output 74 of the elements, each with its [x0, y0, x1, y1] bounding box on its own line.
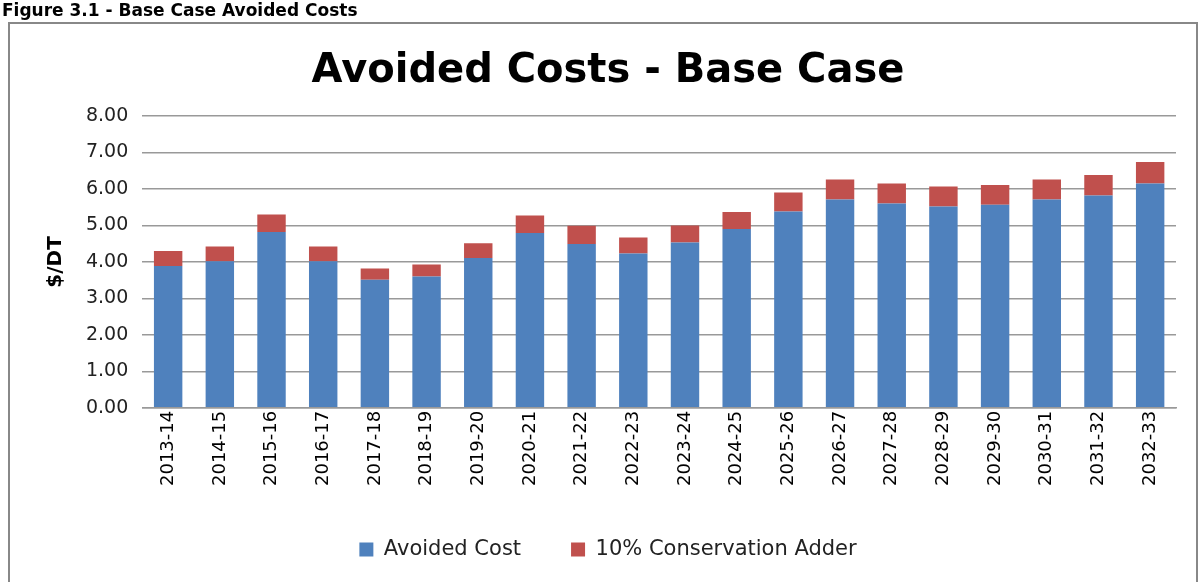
bar: [360, 268, 390, 280]
x-tick-label: 2027-28: [879, 410, 901, 487]
bar: [308, 261, 338, 408]
x-tick-label: 2024-25: [724, 410, 746, 487]
bar: [929, 186, 958, 207]
x-tick-label: 2017-18: [362, 410, 384, 487]
bar: [825, 179, 855, 200]
bar: [567, 225, 596, 245]
bar: [722, 211, 751, 230]
x-tick-label: 2021-22: [569, 410, 591, 487]
bar: [1084, 195, 1113, 408]
bar: [619, 237, 648, 254]
bar: [877, 183, 906, 204]
bar: [980, 184, 1010, 205]
bar: [205, 261, 235, 408]
bar: [515, 215, 545, 234]
x-tick-label: 2013-14: [155, 410, 177, 487]
bar: [464, 257, 493, 408]
bar: [980, 204, 1010, 408]
bar: [1032, 199, 1061, 408]
y-tick-label: 3.00: [85, 285, 129, 308]
y-tick-label: 8.00: [85, 102, 129, 125]
x-tick-label: 2014-15: [207, 410, 229, 487]
y-tick-label: 6.00: [85, 175, 129, 198]
y-axis-title: $/DT: [42, 235, 67, 288]
bar: [774, 211, 803, 408]
bar: [774, 192, 803, 212]
x-tick-label: 2023-24: [672, 410, 694, 487]
x-tick-label: 2026-27: [827, 410, 849, 487]
bar: [153, 265, 183, 408]
bar: [412, 264, 441, 277]
x-tick-label: 2025-26: [776, 410, 798, 487]
bar: [825, 199, 855, 408]
bar: [153, 250, 183, 266]
bar: [619, 253, 648, 408]
y-tick-label: 1.00: [85, 358, 129, 381]
bar: [1032, 179, 1061, 200]
bar: [1135, 161, 1165, 184]
x-tick-label: 2031-32: [1086, 410, 1108, 487]
x-tick-label: 2020-21: [517, 410, 539, 487]
legend-label: Avoided Cost: [383, 535, 522, 560]
y-tick-label: 2.00: [85, 321, 129, 344]
y-tick-label: 4.00: [85, 248, 129, 271]
bar: [412, 276, 441, 408]
bar: [464, 243, 493, 258]
x-tick-label: 2022-23: [620, 410, 642, 487]
bar: [670, 225, 700, 243]
bar: [1135, 183, 1165, 408]
x-tick-label: 2018-19: [414, 410, 436, 487]
bar: [929, 206, 958, 408]
x-tick-label: 2032-33: [1137, 410, 1159, 487]
y-tick-label: 0.00: [85, 394, 129, 417]
y-tick-label: 5.00: [85, 212, 129, 235]
x-tick-label: 2016-17: [310, 410, 332, 487]
x-tick-label: 2019-20: [465, 410, 487, 487]
bar: [722, 229, 751, 408]
bar: [257, 231, 286, 408]
bar: [308, 246, 338, 262]
bar: [1084, 175, 1113, 196]
caption: Figure 3.1 - Base Case Avoided Costs: [2, 0, 358, 20]
bar: [257, 214, 286, 232]
legend-label: 10% Conservation Adder: [595, 535, 857, 560]
x-tick-label: 2015-16: [259, 410, 281, 487]
bar: [360, 279, 390, 408]
bar: [567, 244, 596, 408]
bar: [205, 246, 235, 262]
x-tick-label: 2028-29: [931, 410, 953, 487]
bar: [877, 203, 906, 408]
bar: [515, 233, 545, 408]
x-tick-label: 2030-31: [1034, 410, 1056, 487]
bar: [670, 242, 700, 408]
chart-title: Avoided Costs - Base Case: [311, 45, 905, 92]
y-tick-label: 7.00: [85, 139, 129, 162]
x-tick-label: 2029-30: [982, 410, 1004, 487]
